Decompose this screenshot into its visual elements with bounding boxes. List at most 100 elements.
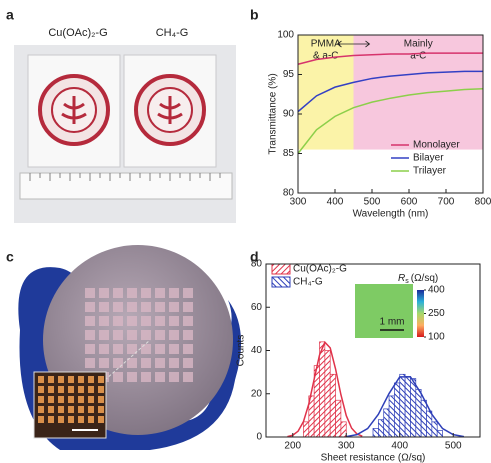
chip — [127, 372, 137, 382]
chip — [169, 288, 179, 298]
chip — [169, 316, 179, 326]
bar — [410, 379, 415, 437]
chip — [85, 302, 95, 312]
chip — [38, 386, 44, 393]
chip — [38, 406, 44, 413]
chip — [183, 316, 193, 326]
x-tick-label: 600 — [401, 197, 418, 208]
chip — [99, 344, 109, 354]
colorbar-tick-label: 400 — [428, 285, 445, 296]
x-tick-label: 200 — [284, 441, 301, 452]
chip — [113, 330, 123, 340]
chip — [88, 376, 94, 383]
y-axis-label: Transmittance (%) — [268, 73, 279, 154]
chip — [113, 344, 123, 354]
y-tick-label: 85 — [283, 148, 295, 159]
chip — [183, 372, 193, 382]
chip — [98, 376, 104, 383]
chip — [155, 316, 165, 326]
panel-label: b — [250, 7, 259, 23]
chip — [98, 416, 104, 423]
chip — [155, 330, 165, 340]
chip — [141, 330, 151, 340]
chip — [68, 416, 74, 423]
bar — [320, 342, 325, 437]
bar — [303, 422, 308, 437]
x-tick-label: 500 — [364, 197, 381, 208]
chip — [127, 302, 137, 312]
legend-label: Bilayer — [413, 153, 444, 164]
chip — [78, 386, 84, 393]
chip — [68, 376, 74, 383]
chip — [127, 330, 137, 340]
bar — [432, 422, 437, 437]
chip — [169, 302, 179, 312]
chip — [169, 372, 179, 382]
bar — [400, 374, 405, 437]
bar — [384, 409, 389, 437]
legend-swatch — [272, 264, 290, 274]
chip — [99, 358, 109, 368]
bar — [341, 422, 346, 437]
chip — [85, 316, 95, 326]
chip — [85, 330, 95, 340]
chip — [85, 288, 95, 298]
y-tick-label: 80 — [251, 259, 263, 270]
chip — [183, 344, 193, 354]
chip — [48, 396, 54, 403]
chip — [58, 386, 64, 393]
bar — [405, 376, 410, 437]
chip — [98, 386, 104, 393]
legend-label: Cu(OAc)₂-G — [293, 264, 347, 275]
bar — [373, 428, 378, 437]
chip — [98, 396, 104, 403]
chip — [85, 358, 95, 368]
chip — [141, 358, 151, 368]
chip — [155, 302, 165, 312]
y-tick-label: 90 — [283, 109, 295, 120]
chip — [48, 386, 54, 393]
chip — [58, 376, 64, 383]
bar — [389, 396, 394, 437]
legend-label: Monolayer — [413, 140, 460, 151]
chip — [155, 288, 165, 298]
sample-label: Cu(OAc)₂-G — [48, 27, 107, 39]
y-tick-label: 20 — [251, 388, 263, 399]
chip — [141, 302, 151, 312]
chip — [183, 330, 193, 340]
chip — [88, 396, 94, 403]
chip — [78, 416, 84, 423]
chip — [155, 344, 165, 354]
chip — [78, 376, 84, 383]
chip — [141, 344, 151, 354]
legend-label: Trilayer — [413, 166, 447, 177]
chip — [58, 396, 64, 403]
bar — [336, 400, 341, 437]
bar — [394, 383, 399, 437]
chip — [48, 406, 54, 413]
figure: a b c d Cu(OAc)₂-G CH₄-G PMMA& a-CMainly… — [0, 0, 491, 463]
photo-c — [18, 245, 241, 450]
chip — [58, 406, 64, 413]
bar — [421, 400, 426, 437]
x-axis-label: Wavelength (nm) — [353, 209, 429, 220]
chip — [58, 416, 64, 423]
y-tick-label: 60 — [251, 302, 263, 313]
y-axis-label: Counts — [236, 335, 247, 367]
colorbar-unit: (Ω/sq) — [411, 273, 438, 284]
chip — [68, 386, 74, 393]
chip — [99, 316, 109, 326]
colorbar — [417, 290, 424, 337]
y-tick-label: 95 — [283, 69, 295, 80]
chip — [99, 288, 109, 298]
x-tick-label: 800 — [475, 197, 491, 208]
x-tick-label: 400 — [391, 441, 408, 452]
y-tick-label: 0 — [256, 432, 262, 443]
region-label: PMMA — [311, 39, 341, 50]
chip — [88, 416, 94, 423]
chip — [38, 416, 44, 423]
chip — [127, 316, 137, 326]
colorbar-label: Rs(Ω/sq) — [398, 273, 438, 285]
region-label: a-C — [410, 51, 426, 62]
colorbar-tick-label: 250 — [428, 308, 445, 319]
